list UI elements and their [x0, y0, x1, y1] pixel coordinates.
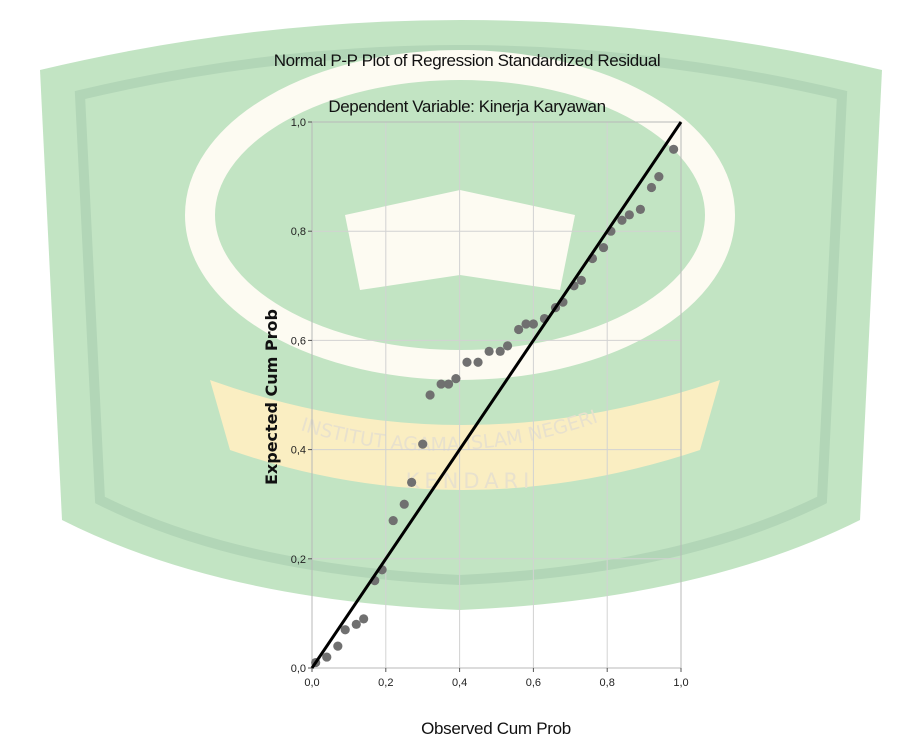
x-tick-label: 0,4 [452, 677, 467, 689]
x-axis-title: Observed Cum Prob [421, 719, 571, 738]
x-axis-ticks: 0,0 0,2 0,4 0,6 0,8 1,0 [304, 668, 689, 689]
watermark-ribbon-shape [210, 380, 720, 490]
data-point [502, 341, 513, 351]
watermark-shield-border [74, 45, 848, 586]
data-point [617, 215, 627, 225]
data-point [654, 172, 664, 182]
data-point [436, 379, 446, 389]
x-tick-label: 1,0 [673, 677, 688, 689]
data-points [311, 144, 679, 668]
x-tick-label: 0,6 [526, 677, 541, 689]
data-point [351, 619, 361, 629]
data-point [462, 357, 472, 367]
data-point [528, 319, 539, 329]
data-point [322, 652, 332, 662]
reference-line [310, 121, 683, 669]
data-point [340, 625, 350, 635]
y-tick-label: 1,0 [291, 117, 306, 129]
x-tick-label: 0,8 [600, 677, 615, 689]
data-point [451, 374, 461, 384]
y-axis-ticks: 0,0 0,2 0,4 0,6 0,8 1,0 [291, 117, 312, 675]
data-point [646, 182, 657, 193]
plot-frame [311, 121, 682, 669]
data-point [495, 346, 505, 356]
data-point [521, 319, 531, 329]
y-tick-label: 0,6 [291, 335, 306, 347]
watermark-kendari-text: KENDARI [406, 469, 535, 493]
data-point [333, 641, 343, 651]
data-point [407, 477, 417, 487]
y-tick-label: 0,4 [291, 445, 306, 457]
x-tick-label: 0,2 [378, 677, 393, 689]
data-point [443, 379, 454, 389]
data-point [635, 204, 646, 214]
data-point [598, 242, 609, 253]
data-point [418, 439, 428, 449]
watermark-shield-shape [40, 20, 882, 610]
data-point [624, 210, 634, 220]
data-point [388, 515, 398, 526]
y-tick-label: 0,8 [291, 226, 306, 238]
grid-lines [312, 122, 681, 668]
y-axis-title: Expected Cum Prob [262, 309, 281, 485]
data-point [359, 614, 369, 624]
chart-title: Normal P-P Plot of Regression Standardiz… [274, 51, 661, 70]
data-point [484, 346, 494, 356]
chart-subtitle: Dependent Variable: Kinerja Karyawan [328, 97, 605, 116]
data-point [669, 144, 679, 154]
y-tick-label: 0,2 [291, 554, 306, 566]
data-point [576, 275, 586, 285]
y-tick-label: 0,0 [291, 663, 306, 675]
plot-area: 0,0 0,2 0,4 0,6 0,8 1,0 0,0 0,2 0,4 0,6 0,8 1,0 [291, 117, 689, 689]
x-tick-label: 0,0 [304, 677, 319, 689]
data-point [514, 324, 524, 335]
data-point [473, 357, 483, 367]
watermark-emblem: INSTITUT AGAMA ISLAM NEGERI KENDARI [40, 20, 882, 610]
data-point [399, 499, 409, 509]
data-point [425, 390, 435, 400]
